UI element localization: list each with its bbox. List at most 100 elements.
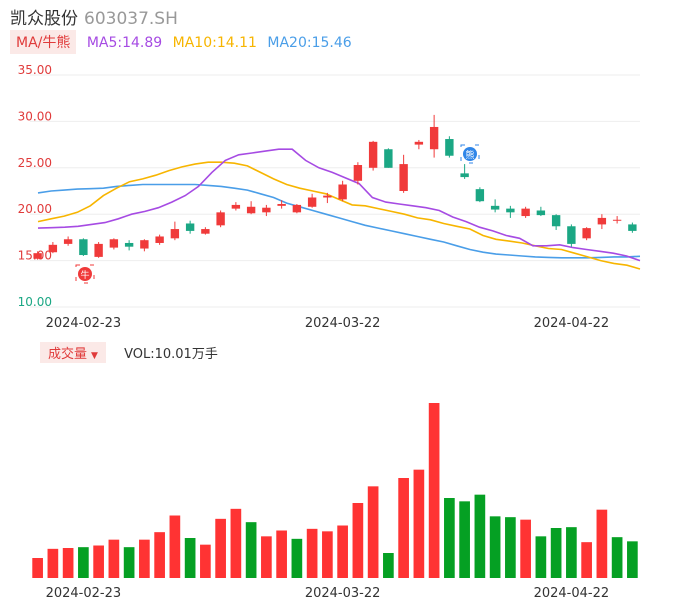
candle [292, 203, 302, 214]
x-tick-label-volume: 2024-03-22 [305, 586, 381, 601]
stock-header: 凯众股份 603037.SH [10, 4, 178, 29]
volume-bar [383, 553, 394, 578]
candle [33, 251, 42, 260]
volume-bar [428, 403, 440, 578]
y-tick-label: 10.00 [18, 295, 52, 309]
volume-bars [32, 403, 638, 578]
candle-body [231, 204, 241, 209]
volume-bar [108, 539, 120, 578]
x-tick-label-volume: 2024-02-23 [46, 586, 122, 601]
candle [79, 238, 88, 256]
candle [109, 238, 119, 250]
candle-body [185, 223, 195, 231]
volume-bar [459, 501, 470, 578]
candle-body [338, 184, 347, 200]
volume-bar [78, 547, 89, 578]
volume-bar [245, 522, 257, 578]
volume-bar [444, 498, 455, 578]
volume-bar [32, 558, 43, 578]
candle [384, 148, 393, 168]
volume-bar [398, 478, 409, 578]
volume-bar [93, 545, 104, 578]
candle [231, 202, 241, 211]
candle-body [216, 212, 225, 226]
candle-body [109, 239, 119, 248]
candle-body [445, 139, 454, 156]
candle-body [307, 197, 317, 207]
volume-bar [62, 548, 74, 578]
volume-bar [139, 539, 150, 578]
candle [399, 154, 408, 193]
candle [475, 187, 485, 203]
candle-body [490, 205, 500, 210]
volume-bar [215, 518, 226, 578]
x-tick-label: 2024-02-23 [46, 316, 122, 331]
candle [368, 140, 378, 171]
candle-body [201, 229, 210, 234]
volume-legend: 成交量 ▼ VOL:10.01万手 [40, 342, 218, 363]
candles [33, 114, 637, 260]
volume-bar [276, 530, 287, 578]
volume-indicator-selector[interactable]: 成交量 ▼ [40, 342, 106, 363]
candle [262, 204, 271, 217]
candle-body [33, 253, 42, 259]
candle [140, 239, 149, 252]
x-tick-label: 2024-03-22 [305, 316, 381, 331]
candle [338, 180, 347, 202]
candle [445, 136, 454, 158]
ma20-legend: MA20:15.46 [267, 35, 352, 51]
bear-signal-icon[interactable]: 熊 [460, 144, 480, 164]
candle-body [353, 165, 363, 181]
candle-body [460, 173, 469, 178]
y-tick-label: 20.00 [18, 202, 52, 216]
ma10-line [37, 161, 641, 270]
volume-bar [611, 537, 623, 578]
candle-body [628, 224, 637, 231]
candle-body [94, 243, 103, 257]
axes: 2024-02-23 2024-02-23 2024-03-22 2024-03-22… [46, 316, 610, 601]
candle [94, 242, 103, 258]
svg-text:熊: 熊 [465, 149, 474, 161]
candle [551, 214, 561, 230]
candle [506, 205, 515, 218]
ma10-legend: MA10:14.11 [172, 35, 257, 51]
candle [246, 201, 256, 215]
volume-bar [489, 516, 501, 578]
markers: 牛 熊 [75, 144, 480, 284]
candle [216, 210, 225, 228]
caret-down-icon: ▼ [91, 351, 98, 361]
volume-bar [367, 486, 379, 578]
candle [353, 162, 363, 185]
y-tick-label: 25.00 [18, 156, 52, 170]
candle [63, 236, 73, 246]
candle-body [551, 215, 561, 227]
candle-body [140, 240, 149, 249]
candle [124, 240, 134, 251]
candle-body [79, 239, 88, 256]
candle-body [155, 236, 164, 243]
volume-value: VOL:10.01万手 [124, 347, 218, 362]
candle [460, 164, 469, 179]
x-tick-label-volume: 2024-04-22 [534, 586, 610, 601]
candle [597, 214, 607, 230]
stock-code: 603037.SH [84, 9, 178, 29]
candle-body [521, 208, 530, 217]
candle-body [429, 126, 439, 150]
svg-text:牛: 牛 [80, 269, 89, 281]
candle-body [48, 244, 58, 253]
candle [185, 220, 195, 234]
ma-indicator-selector[interactable]: MA/牛熊 [10, 30, 77, 54]
candle [612, 216, 622, 224]
volume-bar [337, 525, 348, 578]
ma5-line [37, 148, 641, 262]
volume-bar [505, 517, 516, 578]
candle [628, 222, 637, 233]
volume-bar [413, 469, 425, 578]
volume-bar [306, 528, 318, 578]
volume-bar [184, 538, 196, 578]
volume-bar [474, 494, 486, 578]
x-tick-label: 2024-04-22 [534, 316, 610, 331]
bull-signal-icon[interactable]: 牛 [75, 264, 95, 284]
volume-selector-label: 成交量 [48, 347, 88, 362]
